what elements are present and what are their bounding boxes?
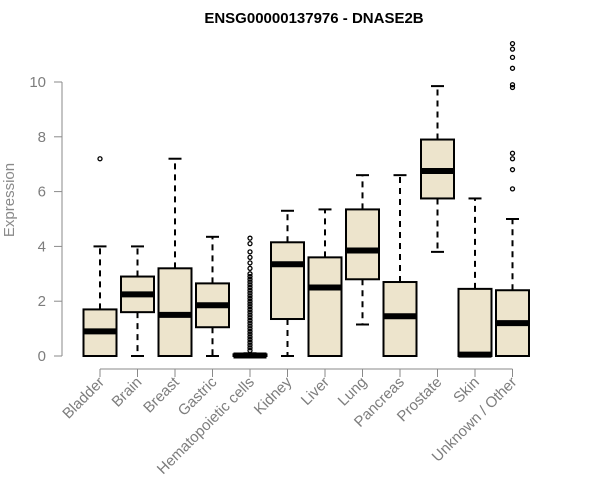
outlier-point bbox=[247, 312, 253, 318]
outlier-point bbox=[247, 345, 253, 351]
outlier-point bbox=[509, 82, 516, 88]
outlier-point bbox=[247, 325, 253, 332]
box-iqr bbox=[457, 287, 493, 357]
box-gastric bbox=[195, 235, 230, 357]
y-tick-label: 0 bbox=[38, 348, 46, 365]
outlier-point bbox=[247, 276, 253, 282]
outlier-point bbox=[247, 304, 253, 310]
outlier-point bbox=[509, 167, 516, 173]
box-kidney bbox=[270, 209, 305, 357]
box-unknown-other bbox=[495, 40, 530, 357]
outlier-point bbox=[247, 295, 253, 302]
outlier-point bbox=[509, 65, 516, 71]
outlier-point bbox=[247, 301, 253, 307]
box-skin bbox=[457, 197, 493, 358]
y-axis: 0 2 4 6 8 10 bbox=[29, 74, 63, 365]
box-liver bbox=[307, 208, 343, 357]
box-series bbox=[82, 40, 530, 359]
outlier-point bbox=[247, 334, 253, 340]
x-tick-label: Kidney bbox=[251, 373, 296, 418]
outlier-point bbox=[247, 309, 253, 315]
outlier-point bbox=[247, 336, 253, 343]
y-tick-label: 4 bbox=[38, 238, 46, 255]
box-lung bbox=[345, 174, 380, 326]
x-tick-label: Liver bbox=[298, 374, 333, 409]
outlier-point bbox=[247, 273, 253, 280]
chart-title: ENSG00000137976 - DNASE2B bbox=[204, 10, 423, 27]
outlier-point bbox=[247, 314, 253, 321]
outlier-point bbox=[509, 150, 516, 156]
outlier-point bbox=[247, 320, 253, 326]
box-brain bbox=[120, 245, 155, 357]
box-iqr bbox=[345, 208, 380, 281]
outlier-point bbox=[247, 235, 253, 241]
outlier-point bbox=[247, 347, 253, 354]
outlier-point bbox=[247, 331, 253, 337]
box-breast bbox=[157, 157, 193, 358]
outlier-point bbox=[509, 156, 516, 162]
box-iqr bbox=[307, 256, 343, 357]
outlier-point bbox=[247, 306, 253, 313]
outlier-point bbox=[509, 40, 516, 47]
outlier-point bbox=[509, 84, 516, 91]
y-tick-label: 8 bbox=[38, 129, 46, 146]
outlier-point bbox=[247, 317, 253, 324]
x-tick-label: Bladder bbox=[59, 374, 108, 423]
outlier-point bbox=[247, 260, 253, 266]
outlier-point bbox=[247, 328, 253, 334]
x-tick-label: Skin bbox=[450, 374, 483, 407]
y-axis-label: Expression bbox=[1, 163, 18, 237]
outlier-point bbox=[247, 254, 253, 261]
y-tick-label: 10 bbox=[29, 74, 46, 91]
outlier-point bbox=[247, 282, 253, 288]
outlier-point bbox=[247, 241, 253, 247]
outlier-point bbox=[247, 298, 253, 304]
outlier-point bbox=[247, 265, 253, 271]
outlier-point bbox=[509, 186, 516, 192]
outlier-point bbox=[247, 342, 253, 348]
box-iqr bbox=[270, 241, 305, 321]
box-bladder bbox=[82, 156, 118, 358]
y-tick-label: 2 bbox=[38, 293, 46, 310]
outlier-point bbox=[247, 290, 253, 296]
outlier-point bbox=[247, 249, 253, 255]
box-hematopoietic-cells bbox=[232, 235, 268, 359]
outlier-point bbox=[247, 279, 253, 285]
outlier-point bbox=[247, 284, 253, 291]
outlier-point bbox=[509, 46, 516, 52]
outlier-point bbox=[97, 156, 103, 162]
outlier-point bbox=[247, 323, 253, 329]
outlier-point bbox=[509, 54, 516, 60]
box-prostate bbox=[420, 85, 455, 253]
outlier-point bbox=[247, 293, 253, 299]
box-pancreas bbox=[382, 174, 418, 357]
outlier-point bbox=[247, 287, 253, 293]
outlier-point bbox=[247, 271, 253, 277]
y-tick-label: 6 bbox=[38, 184, 46, 201]
outlier-point bbox=[247, 339, 253, 345]
